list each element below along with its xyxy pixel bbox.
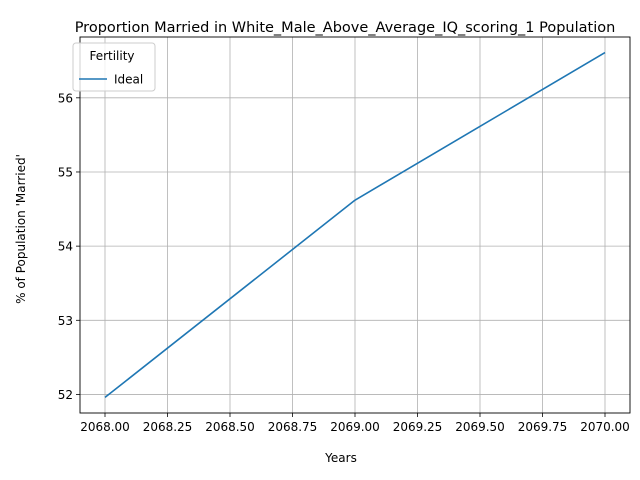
x-axis-label: Years <box>324 451 357 465</box>
y-axis-label: % of Population 'Married' <box>14 154 28 304</box>
x-tick-label: 2069.25 <box>393 420 443 434</box>
legend-title: Fertility <box>89 49 134 63</box>
x-tick-label: 2068.25 <box>143 420 193 434</box>
y-tick-label: 52 <box>58 388 73 402</box>
x-tick-label: 2068.75 <box>268 420 318 434</box>
x-tick-label: 2069.50 <box>455 420 505 434</box>
y-tick-label: 54 <box>58 240 73 254</box>
y-tick-label: 53 <box>58 314 73 328</box>
y-tick-label: 55 <box>58 165 73 179</box>
chart-title: Proportion Married in White_Male_Above_A… <box>75 20 616 36</box>
series-layer <box>104 51 606 399</box>
x-tick-label: 2069.00 <box>330 420 380 434</box>
ticks: 2068.00 2068.25 2068.50 2068.75 2069.00 2069.… <box>58 91 630 434</box>
grid <box>80 37 630 413</box>
x-tick-label: 2068.00 <box>80 420 130 434</box>
legend-label-ideal: Ideal <box>114 73 143 87</box>
legend: Fertility Ideal <box>72 42 156 92</box>
x-tick-label: 2069.75 <box>518 420 568 434</box>
y-tick-label: 56 <box>58 91 73 105</box>
series-line-ideal <box>104 51 606 399</box>
x-tick-label: 2070.00 <box>580 420 630 434</box>
x-tick-label: 2068.50 <box>205 420 255 434</box>
